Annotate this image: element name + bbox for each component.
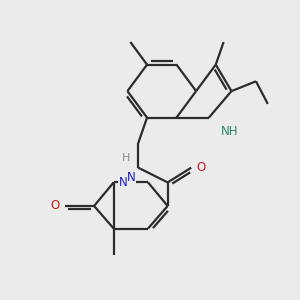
Text: N: N bbox=[127, 171, 135, 184]
Text: N: N bbox=[118, 176, 127, 189]
Text: O: O bbox=[50, 200, 60, 212]
Text: H: H bbox=[122, 153, 130, 163]
Text: O: O bbox=[196, 161, 206, 174]
Text: NH: NH bbox=[221, 125, 238, 139]
